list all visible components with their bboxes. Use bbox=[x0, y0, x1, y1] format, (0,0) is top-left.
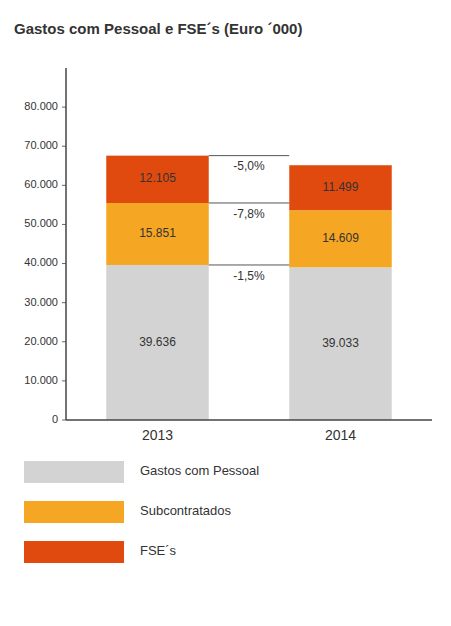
legend-swatch bbox=[24, 541, 124, 563]
connector-line bbox=[209, 202, 290, 203]
y-tick-label: 80.000 bbox=[24, 100, 58, 112]
data-label: 11.499 bbox=[323, 180, 359, 194]
data-label: 39.033 bbox=[322, 336, 359, 350]
y-tick-label: 10.000 bbox=[24, 374, 58, 386]
y-tick-label: 40.000 bbox=[24, 256, 58, 268]
y-tick-label: 60.000 bbox=[24, 178, 58, 190]
annotation: -7,8% bbox=[233, 207, 265, 221]
bar-segment bbox=[289, 210, 391, 267]
legend: Gastos com Pessoal Subcontratados FSE´s bbox=[24, 461, 259, 563]
annotation: -1,5% bbox=[233, 269, 265, 283]
data-label: 39.636 bbox=[139, 335, 176, 349]
annotation: -5,0% bbox=[233, 159, 265, 173]
y-axis-line bbox=[65, 68, 67, 420]
chart-svg: Gastos com Pessoal e FSE´s (Euro ´000) 0 1… bbox=[0, 0, 451, 626]
legend-swatch bbox=[24, 501, 124, 523]
bar-segment bbox=[289, 165, 391, 210]
legend-label: Subcontratados bbox=[140, 503, 232, 518]
x-axis-line bbox=[66, 419, 432, 421]
connector-line bbox=[209, 264, 290, 265]
bar-segment bbox=[106, 203, 208, 265]
chart-container: Gastos com Pessoal e FSE´s (Euro ´000) 0 1… bbox=[0, 0, 451, 626]
bar-segment bbox=[106, 156, 208, 203]
bars bbox=[106, 156, 391, 420]
data-label: 14.609 bbox=[322, 231, 359, 245]
data-label: 12.105 bbox=[139, 171, 176, 185]
connector-line bbox=[209, 155, 290, 156]
data-label: 15.851 bbox=[139, 226, 176, 240]
legend-label: Gastos com Pessoal bbox=[140, 463, 259, 478]
bar-segment bbox=[106, 265, 208, 420]
data-labels: 39.636 39.033 15.851 14.609 12.105 11.499 bbox=[139, 171, 359, 349]
x-tick-label: 2014 bbox=[325, 427, 356, 443]
legend-label: FSE´s bbox=[140, 543, 177, 558]
y-tick-label: 20.000 bbox=[24, 335, 58, 347]
x-tick-label: 2013 bbox=[142, 427, 173, 443]
legend-swatch bbox=[24, 461, 124, 483]
bar-segment bbox=[289, 267, 391, 420]
y-tick-label: 0 bbox=[52, 413, 58, 425]
y-axis-ticks: 0 10.000 20.000 30.000 40.000 50.000 60.000 70.… bbox=[24, 100, 66, 425]
y-tick-label: 30.000 bbox=[24, 296, 58, 308]
title: Gastos com Pessoal e FSE´s (Euro ´000) bbox=[14, 20, 302, 37]
annotations: -1,5% -7,8% -5,0% bbox=[209, 156, 290, 283]
y-tick-label: 50.000 bbox=[24, 217, 58, 229]
y-tick-label: 70.000 bbox=[24, 139, 58, 151]
